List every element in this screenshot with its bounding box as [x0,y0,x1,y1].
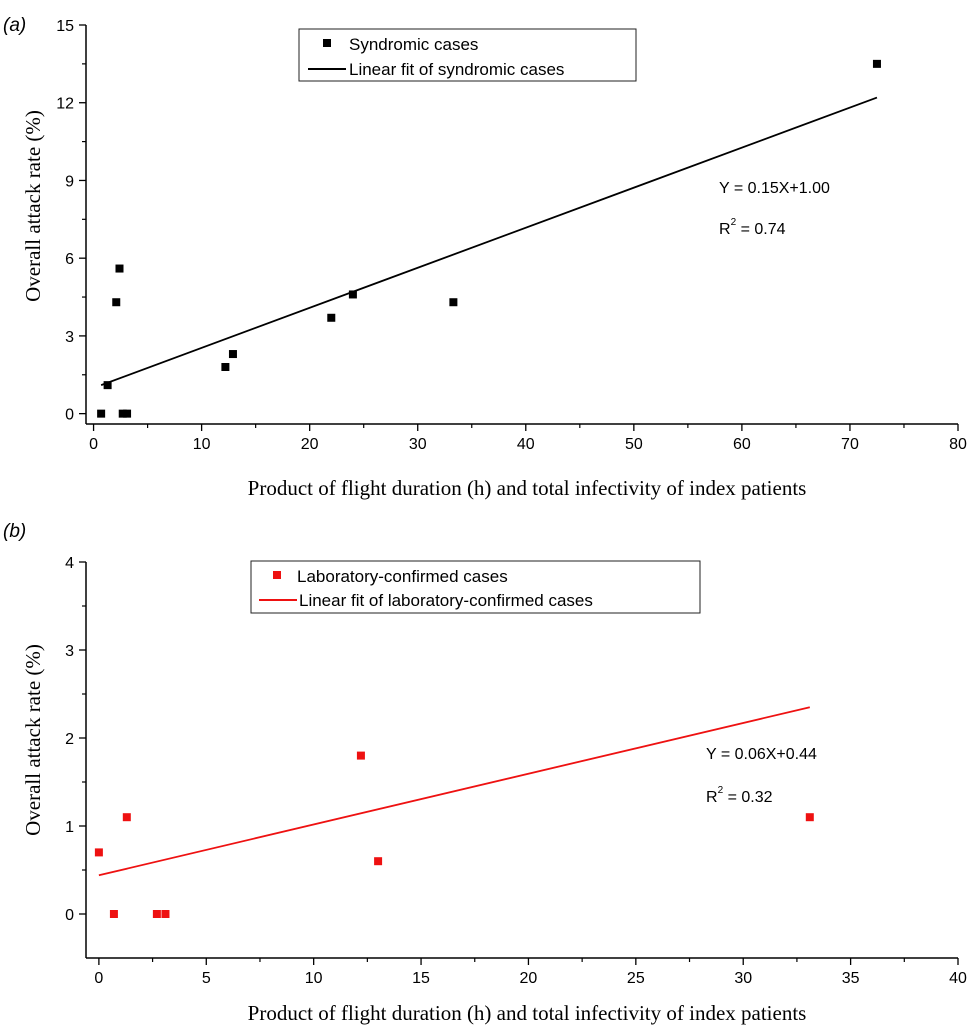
legend: Laboratory-confirmed cases Linear fit of… [250,560,701,614]
fit-line [100,96,878,386]
x-tick-label: 10 [193,436,211,453]
data-point [872,59,881,68]
panel-label: (b) [3,521,26,542]
legend: Syndromic cases Linear fit of syndromic … [298,28,637,82]
x-tick-label: 30 [734,970,752,987]
data-point [449,298,458,307]
data-point [356,751,365,760]
x-axis-label: Product of flight duration (h) and total… [248,476,807,500]
y-tick-label: 15 [56,18,74,35]
x-tick-label: 40 [517,436,535,453]
legend-entry-line: Linear fit of laboratory-confirmed cases [299,591,593,610]
data-point [221,363,230,371]
x-tick-label: 10 [305,970,323,987]
r2-value: = 0.74 [736,221,785,238]
r-squared: R2 = 0.32 [706,785,773,806]
r2-superscript: 2 [718,785,724,796]
y-tick-label: 2 [65,731,74,748]
y-tick-label: 1 [65,819,74,836]
y-tick-label: 6 [65,251,74,268]
panel-a: (a) 0 10 20 30 40 50 60 70 80 0 3 6 9 12 15 Overall at… [3,15,967,500]
x-tick-label: 35 [842,970,860,987]
r2-letter: R [706,789,718,806]
data-point [348,290,357,299]
panel-b: (b) 0 5 10 15 20 25 30 35 40 0 1 2 3 4 Overall attack… [3,521,967,1025]
legend-marker-scatter [273,571,281,579]
y-tick-label: 0 [65,407,74,424]
x-tick-label: 70 [841,436,859,453]
data-point [123,409,132,418]
data-point [327,313,336,322]
y-tick-label: 0 [65,907,74,924]
y-tick-label: 12 [56,96,74,113]
x-tick-label: 40 [949,970,967,987]
x-tick-label: 50 [625,436,643,453]
data-point [97,409,106,418]
r2-value: = 0.32 [723,789,772,806]
data-point [109,910,118,918]
x-tick-label: 25 [627,970,645,987]
data-point [228,350,237,359]
legend-entry-line: Linear fit of syndromic cases [349,60,564,79]
fit-equation: Y = 0.15X+1.00 [719,180,830,197]
data-point [103,381,112,390]
data-point [374,857,383,866]
x-tick-label: 0 [94,970,103,987]
data-point [115,264,124,273]
data-point [152,910,161,918]
r2-superscript: 2 [731,217,737,228]
x-tick-label: 60 [733,436,751,453]
y-axis-label: Overall attack rate (%) [21,110,45,302]
data-point [112,298,121,307]
r-squared: R2 = 0.74 [719,217,786,238]
y-tick-label: 9 [65,173,74,190]
legend-entry-scatter: Syndromic cases [349,35,478,54]
y-tick-label: 3 [65,329,74,346]
x-tick-label: 15 [412,970,430,987]
legend-marker-scatter [323,39,331,47]
panel-label: (a) [3,15,26,36]
y-axis-label: Overall attack rate (%) [21,644,45,836]
x-tick-label: 20 [301,436,319,453]
x-tick-label: 30 [409,436,427,453]
legend-box [250,560,701,614]
plot-area: 0 5 10 15 20 25 30 35 40 0 1 2 3 4 [65,555,967,987]
data-point [94,848,103,857]
x-tick-label: 5 [202,970,211,987]
x-tick-label: 20 [520,970,538,987]
x-tick-label: 0 [89,436,98,453]
plot-area: 0 10 20 30 40 50 60 70 80 0 3 6 9 12 15 [56,18,967,453]
y-tick-label: 4 [65,555,74,572]
fit-equation: Y = 0.06X+0.44 [706,746,817,763]
x-tick-label: 80 [949,436,967,453]
fit-line [98,706,811,877]
data-point [805,813,814,822]
y-tick-label: 3 [65,643,74,660]
r2-letter: R [719,221,731,238]
legend-entry-scatter: Laboratory-confirmed cases [297,567,508,586]
legend-box [298,28,637,82]
x-axis-label: Product of flight duration (h) and total… [248,1001,807,1025]
data-point [122,813,131,822]
data-point [118,409,127,418]
data-point [161,910,170,918]
